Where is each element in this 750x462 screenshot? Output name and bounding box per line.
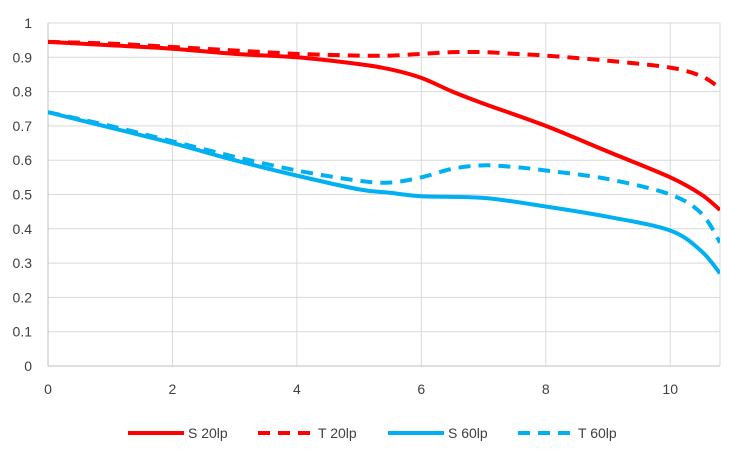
legend-item: T 60lp xyxy=(518,425,617,441)
legend-label: T 20lp xyxy=(318,425,357,441)
y-tick-label: 0 xyxy=(24,358,32,374)
y-tick-label: 0.7 xyxy=(13,118,33,134)
series-line-t-20lp xyxy=(48,39,720,90)
legend-item: S 20lp xyxy=(128,425,228,441)
legend-item: T 20lp xyxy=(258,425,357,441)
x-tick-label: 4 xyxy=(293,381,301,397)
x-tick-label: 6 xyxy=(417,381,425,397)
series-line-t-60lp xyxy=(48,110,720,244)
series-lines xyxy=(48,39,720,275)
y-tick-label: 0.2 xyxy=(13,289,33,305)
y-tick-label: 1 xyxy=(24,15,32,31)
legend-item: S 60lp xyxy=(388,425,488,441)
legend: S 20lp T 20lp S 60lp T 60lp xyxy=(128,425,617,441)
x-tick-label: 10 xyxy=(662,381,678,397)
legend-label: T 60lp xyxy=(578,425,617,441)
series-line-s-20lp xyxy=(48,39,720,212)
legend-label: S 20lp xyxy=(188,425,228,441)
y-tick-label: 0.3 xyxy=(13,255,33,271)
axes: 00.10.20.30.40.50.60.70.80.910 2 4 6 8 10 xyxy=(13,15,720,397)
y-tick-label: 0.1 xyxy=(13,324,33,340)
x-tick-label: 8 xyxy=(542,381,550,397)
grid xyxy=(48,22,721,366)
legend-label: S 60lp xyxy=(448,425,488,441)
y-tick-label: 0.5 xyxy=(13,187,33,203)
y-tick-label: 0.8 xyxy=(13,84,33,100)
y-tick-label: 0.4 xyxy=(13,221,33,237)
y-tick-label: 0.9 xyxy=(13,49,33,65)
y-tick-label: 0.6 xyxy=(13,152,33,168)
x-tick-label: 2 xyxy=(169,381,177,397)
x-tick-label: 0 xyxy=(44,381,52,397)
